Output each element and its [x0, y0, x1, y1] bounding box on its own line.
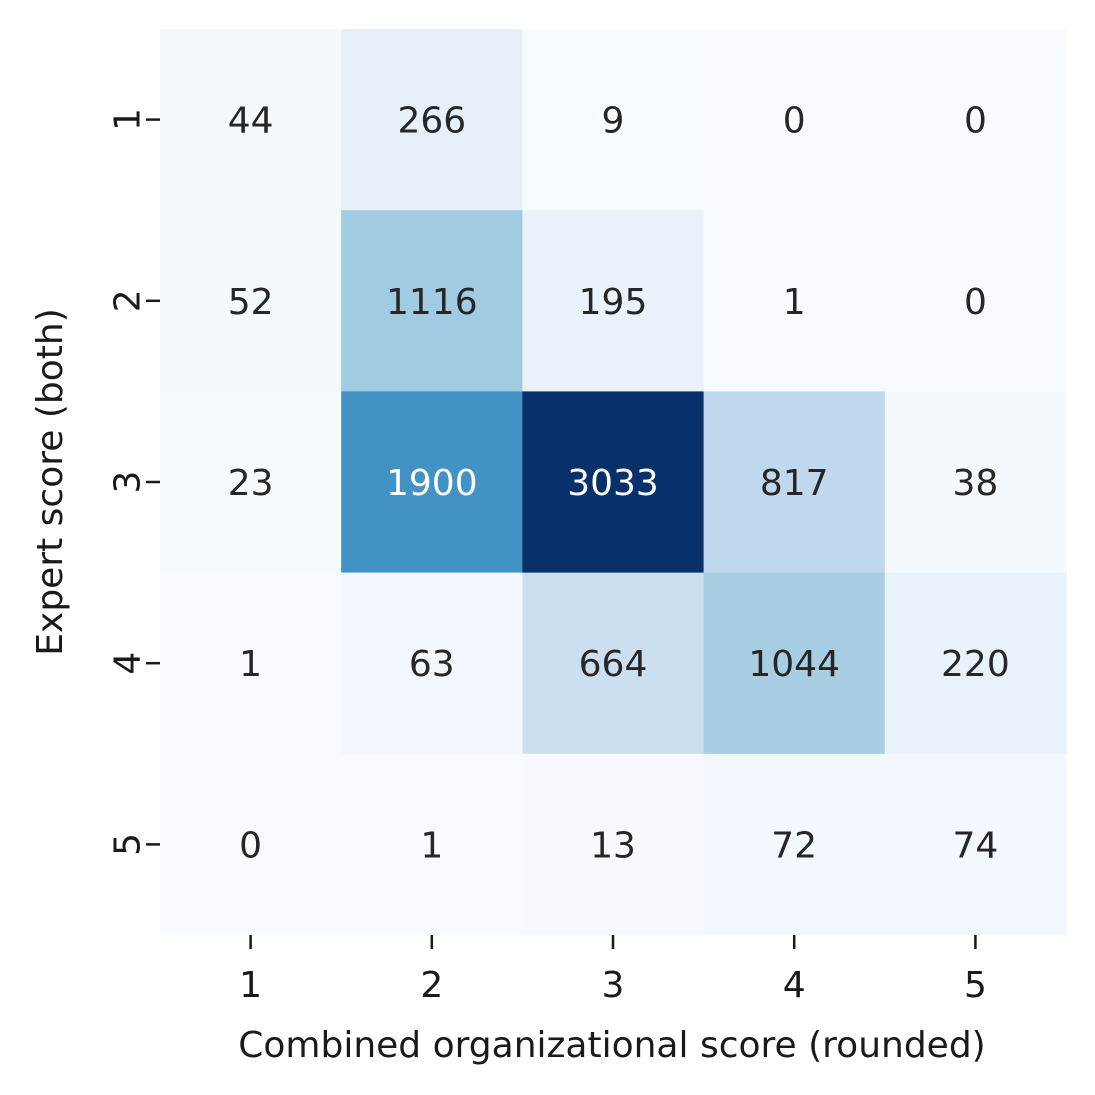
heatmap-cell-value: 664 [579, 644, 648, 685]
x-tick-label: 5 [964, 965, 987, 1006]
heatmap-cell [160, 29, 342, 211]
heatmap-cell-value: 0 [783, 101, 806, 142]
heatmap-cell-value: 1 [783, 282, 806, 323]
heatmap-cell [160, 572, 342, 755]
heatmap-cell-value: 266 [397, 101, 466, 142]
heatmap-cell [341, 29, 523, 211]
heatmap-cell [341, 572, 523, 755]
heatmap-cell-value: 1 [239, 644, 262, 685]
heatmap-cell [341, 391, 523, 574]
y-tick-label: 4 [108, 652, 149, 675]
heatmap-cell-labels: 44 266 9 0 0 52 1116 195 1 0 23 1900 3033 817 38 1 63 664… [228, 101, 1010, 867]
x-tick-label: 2 [420, 965, 443, 1006]
heatmap-cell [522, 210, 705, 392]
heatmap-cell-value: 0 [964, 101, 987, 142]
heatmap-cell-value: 38 [952, 463, 998, 504]
heatmap-cell [522, 753, 705, 936]
heatmap-cell-value: 817 [760, 463, 829, 504]
y-axis-ticks: 1 2 3 4 5 [108, 108, 160, 856]
heatmap-cell-value: 72 [771, 825, 817, 866]
x-tick-label: 3 [602, 965, 625, 1006]
heatmap-cell [160, 210, 342, 392]
heatmap-cell [884, 29, 1067, 211]
heatmap-cell [522, 391, 705, 574]
heatmap-cell-value: 0 [239, 825, 262, 866]
heatmap-cell-value: 63 [409, 644, 455, 685]
y-tick-label: 1 [108, 108, 149, 131]
y-axis-label: Expert score (both) [30, 308, 71, 655]
heatmap-cell-value: 74 [952, 825, 998, 866]
x-tick-label: 4 [783, 965, 806, 1006]
heatmap-cell-value: 13 [590, 825, 636, 866]
heatmap-cell-value: 3033 [567, 463, 659, 504]
heatmap-cell-value: 0 [964, 282, 987, 323]
heatmap-cell [884, 210, 1067, 392]
heatmap-cell [341, 210, 523, 392]
heatmap-cell-value: 1 [420, 825, 443, 866]
heatmap-cell-value: 220 [941, 644, 1010, 685]
heatmap-cell-value: 23 [228, 463, 274, 504]
heatmap-cell [884, 391, 1067, 574]
heatmap-cell [703, 572, 886, 755]
y-tick-label: 3 [108, 471, 149, 494]
heatmap-cell-value: 1116 [386, 282, 478, 323]
x-axis-label: Combined organizational score (rounded) [238, 1025, 985, 1066]
heatmap-cell [341, 753, 523, 936]
heatmap-cell-value: 1044 [748, 644, 840, 685]
heatmap-cell [884, 572, 1067, 755]
heatmap-cell [884, 753, 1067, 936]
y-tick-label: 5 [108, 833, 149, 856]
x-axis-ticks: 1 2 3 4 5 [239, 935, 987, 1006]
heatmap-cell [522, 572, 705, 755]
heatmap-cell-value: 195 [579, 282, 648, 323]
x-tick-label: 1 [239, 965, 262, 1006]
heatmap-cell-value: 52 [228, 282, 274, 323]
heatmap-cell [703, 29, 886, 211]
heatmap-cell [703, 753, 886, 936]
y-tick-label: 2 [108, 289, 149, 312]
heatmap-cell-value: 9 [602, 101, 625, 142]
heatmap-cell-value: 44 [228, 101, 274, 142]
heatmap-cell [160, 391, 342, 574]
heatmap-cell [160, 753, 342, 936]
heatmap-cell-value: 1900 [386, 463, 478, 504]
heatmap-cell [522, 29, 705, 211]
heatmap-cell [703, 391, 886, 574]
heatmap-cell [703, 210, 886, 392]
heatmap-cells [160, 29, 1067, 936]
